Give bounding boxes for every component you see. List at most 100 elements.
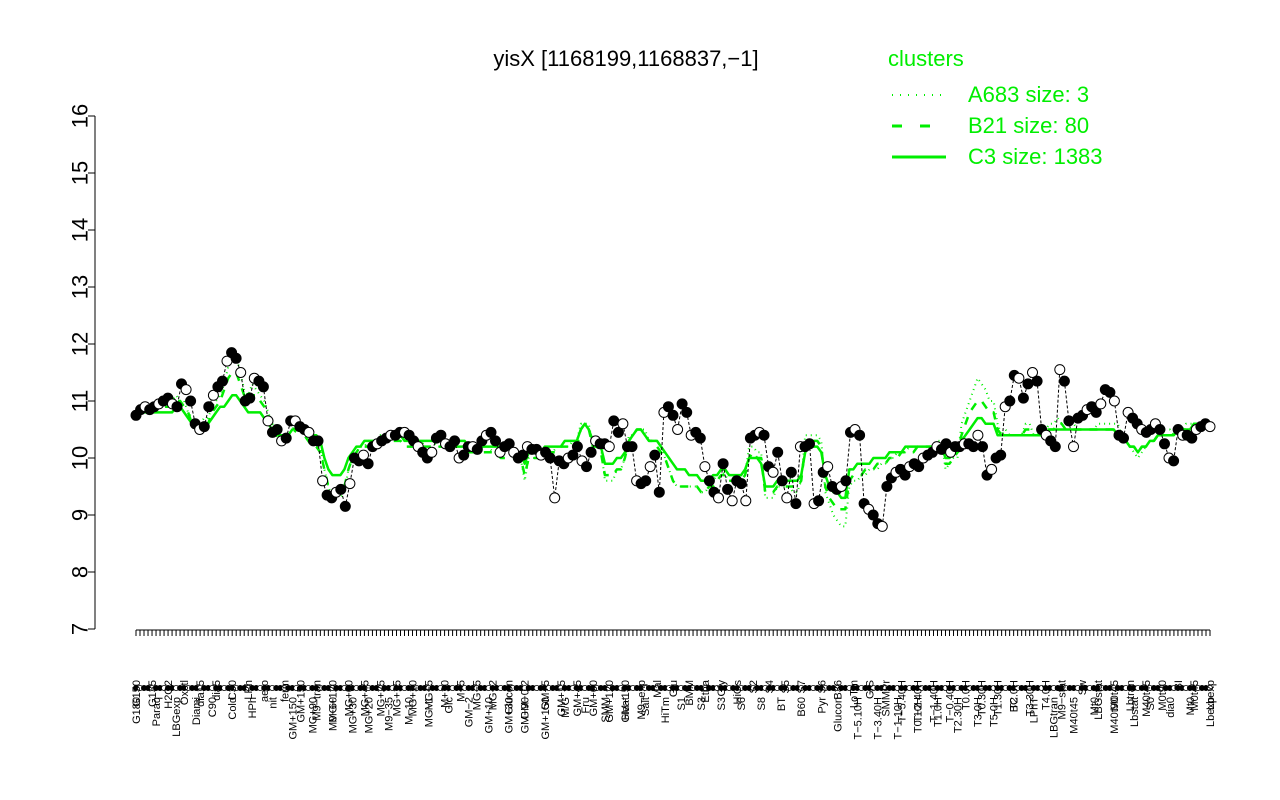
x-tick-label: S6	[816, 680, 828, 693]
x-tick-label: MG+120	[327, 680, 339, 723]
data-point	[339, 500, 351, 512]
data-point	[280, 432, 292, 444]
y-tick-label: 12	[68, 332, 93, 356]
x-tick-label: T4.0H	[1041, 680, 1053, 710]
x-tick-label: M+10	[440, 680, 452, 708]
x-tick-label: T0.0H	[961, 680, 973, 710]
data-point	[1049, 441, 1061, 453]
x-tick-label: HPh	[247, 697, 259, 718]
x-tick-label: GM−150	[620, 680, 632, 723]
x-tick-label: M40t90	[1109, 697, 1121, 734]
x-tick-label: dia0	[1165, 697, 1177, 718]
x-tick-label: GM−0.2	[520, 680, 532, 719]
data-point	[317, 475, 329, 487]
data-point	[490, 435, 501, 447]
y-tick-label: 11	[68, 390, 93, 413]
data-point	[180, 384, 192, 396]
x-tick-label: Diami	[191, 697, 203, 725]
data-point	[271, 424, 283, 435]
x-tick-label: MG+25	[375, 680, 387, 716]
x-tick-label: BI	[1173, 680, 1185, 690]
data-point	[1108, 395, 1120, 407]
data-points	[130, 347, 1216, 532]
data-point	[1068, 441, 1079, 453]
data-point	[717, 458, 729, 470]
x-tick-label: dia5	[211, 680, 223, 701]
data-point	[244, 392, 256, 404]
data-point	[1204, 421, 1216, 433]
x-tick-label: Etha	[700, 679, 712, 703]
data-point	[740, 495, 752, 507]
x-tick-label: B36	[832, 680, 844, 700]
y-axis: 7 8 9 10 11 12 13 14 15 16	[68, 104, 96, 635]
x-tick-label: MG−5	[472, 680, 484, 710]
data-point	[544, 452, 556, 464]
data-point	[713, 492, 724, 504]
x-tick-label: S7	[796, 680, 808, 693]
data-point	[804, 438, 815, 450]
x-tick-label: Fru	[580, 697, 592, 714]
data-point	[790, 498, 802, 510]
x-tick-label: GM+10	[484, 697, 496, 733]
x-tick-label: Oxctl	[179, 680, 191, 705]
x-tick-label: GM+5	[540, 680, 552, 710]
x-tick-label: ferm	[279, 680, 291, 702]
x-tick-label: T5.0H	[989, 697, 1001, 727]
data-point	[694, 432, 706, 444]
data-point	[603, 441, 615, 453]
data-point	[335, 483, 347, 495]
data-point	[1031, 375, 1043, 387]
x-tick-label: S6	[736, 697, 748, 710]
data-point	[312, 435, 324, 447]
x-tick-label: Cold	[227, 697, 239, 720]
x-axis: G150 G135 H2O2 Oxctl dia15 dia5 C30 LPh aero ferm…	[131, 629, 1217, 740]
x-tick-label: MG+30	[347, 697, 359, 733]
x-tick-label: GM−2	[464, 697, 476, 727]
data-point	[822, 461, 834, 473]
x-tick-label: MG+90	[307, 697, 319, 733]
x-tick-label: T−0.40H	[945, 680, 957, 723]
x-tick-label: GM+60	[588, 680, 600, 716]
data-point	[435, 429, 447, 441]
data-point	[640, 475, 652, 487]
data-point	[776, 475, 788, 487]
data-point	[1159, 438, 1170, 450]
x-tick-label: dia15	[195, 680, 207, 707]
data-point	[722, 483, 734, 495]
x-tick-label: MG+20	[363, 697, 375, 733]
x-tick-label: M0t45	[1109, 680, 1121, 711]
x-tick-label: Sw	[1077, 680, 1089, 695]
x-tick-label: HiTm	[660, 697, 672, 723]
x-tick-label: M9−60	[327, 697, 339, 731]
x-tick-label: M40t45	[1069, 697, 1081, 734]
data-point	[785, 466, 797, 478]
x-tick-label: H2O2	[163, 680, 175, 709]
data-point	[1013, 372, 1025, 384]
data-point	[995, 449, 1007, 461]
data-point	[781, 492, 793, 504]
x-tick-label: GM+90	[520, 697, 532, 733]
data-point	[1104, 386, 1116, 398]
x-tick-label: Glc	[444, 697, 456, 714]
x-tick-label: MG+60	[343, 680, 355, 716]
data-point	[1186, 432, 1198, 444]
x-tick-label: BMM	[684, 680, 696, 706]
y-tick-label: 7	[68, 623, 93, 635]
x-tick-label: T−3.40H	[872, 697, 884, 740]
data-point	[1154, 424, 1166, 435]
data-point	[1004, 395, 1016, 407]
x-tick-label: Gly	[716, 680, 728, 697]
data-point	[667, 409, 679, 421]
x-tick-label: MG+15	[391, 680, 403, 716]
data-point	[449, 435, 461, 447]
data-point	[703, 475, 715, 487]
data-point	[840, 475, 852, 487]
x-tick-label: LPhT	[1029, 697, 1041, 724]
data-point	[1022, 378, 1034, 390]
data-point	[262, 415, 274, 427]
data-point	[257, 381, 269, 393]
data-point	[967, 441, 979, 453]
x-tick-label: T0.10H	[912, 697, 924, 733]
legend-entry-b21: B21 size: 80	[968, 113, 1089, 138]
data-point	[876, 520, 888, 532]
